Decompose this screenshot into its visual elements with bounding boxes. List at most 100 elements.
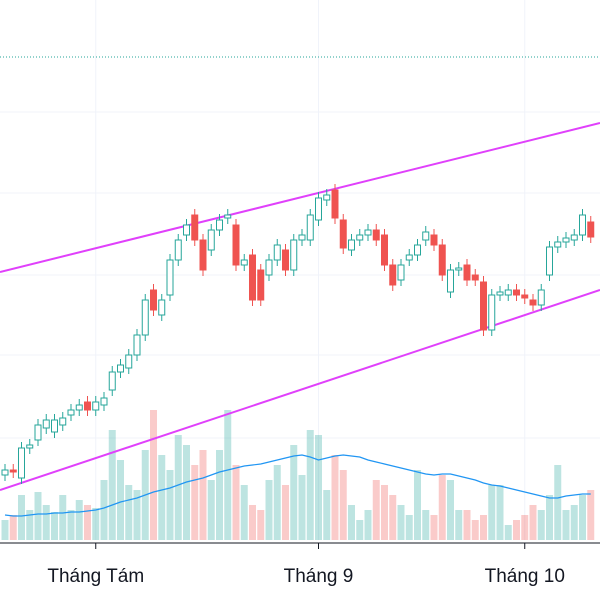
candle-body [191,214,199,241]
volume-bar [257,510,265,540]
candle-body [397,264,405,281]
volume-bar [18,495,25,540]
volume-bar [537,510,545,540]
candle-body [67,409,75,416]
candle-body [100,397,108,406]
candle-body [496,291,504,296]
volume-bar [207,480,215,540]
volume-bar [158,455,166,540]
candle-body [216,219,223,231]
candle-body [9,469,17,473]
volume-bar [51,512,58,540]
candle-body [51,419,58,433]
candle-body [447,269,454,293]
volume-bar [471,520,479,540]
candle-body [257,269,265,301]
volume-bar [125,485,133,540]
candle-body [298,234,306,241]
volume-bar [34,492,42,540]
candle-body [183,224,190,236]
volume-bar [455,510,463,540]
candle-body [529,299,537,306]
candle-body [290,239,298,271]
volume-bar [496,485,504,540]
volume-bar [339,470,347,540]
volume-bar [9,515,17,540]
candle-body [554,241,562,248]
candle-body [455,267,463,271]
volume-bar [348,505,355,540]
candle-body [430,234,438,246]
volume-bar [59,495,67,540]
volume-bar [249,505,256,540]
volume-bar [562,510,570,540]
volume-bar [42,505,50,540]
candle-body [240,259,248,266]
volume-bar [463,510,471,540]
volume-bar [389,495,397,540]
volume-bar [372,480,380,540]
volume-bar [488,485,496,540]
volume-bar [1,520,9,540]
candle-body [166,259,174,296]
volume-bar [397,505,405,540]
volume-bar [315,435,322,540]
candle-body [463,264,471,281]
volume-bar [414,470,421,540]
volume-bar [92,508,100,540]
volume-bar [166,470,174,540]
candle-body [570,234,578,241]
candle-body [438,244,446,276]
volume-bar [199,450,207,540]
volume-bar [504,525,512,540]
volume-bar [290,445,298,540]
candle-body [521,294,529,299]
volume-bar [84,505,91,540]
volume-bar [183,445,190,540]
volume-bar [150,410,157,540]
volume-bar [356,520,364,540]
volume-bar [108,430,116,540]
candle-body [364,229,372,236]
volume-bar [298,475,306,540]
candle-body [405,254,413,261]
volume-bar [273,465,281,540]
candle-body [174,239,182,261]
volume-bar [133,490,141,540]
volume-bar [587,490,595,540]
volume-bar [323,490,331,540]
candle-body [422,231,430,241]
candle-body [546,246,553,276]
volume-bar [216,450,223,540]
volume-bar [521,515,529,540]
candle-body [471,274,479,281]
candle-body [488,294,496,331]
candle-body [150,289,157,311]
candle-body [34,424,42,441]
volume-bar [306,430,314,540]
candle-body [587,221,595,238]
volume-bar [191,465,199,540]
candle-body [389,264,397,286]
candle-body [513,289,520,296]
candle-body [207,229,215,251]
volume-bar [513,520,520,540]
candle-body [265,259,273,276]
candle-body [323,194,331,201]
candle-body [579,214,586,236]
x-tick-label: Tháng 10 [485,566,565,587]
candle-body [158,299,166,316]
candle-body [232,224,240,266]
volume-bar [430,515,438,540]
volume-bar [100,480,108,540]
x-tick-label: Tháng 9 [284,566,354,587]
volume-bar [232,465,240,540]
candle-body [133,334,141,356]
volume-bar [67,510,75,540]
candle-body [84,401,91,411]
volume-bar [579,495,586,540]
volume-bar [75,500,83,540]
candle-body [75,404,83,411]
